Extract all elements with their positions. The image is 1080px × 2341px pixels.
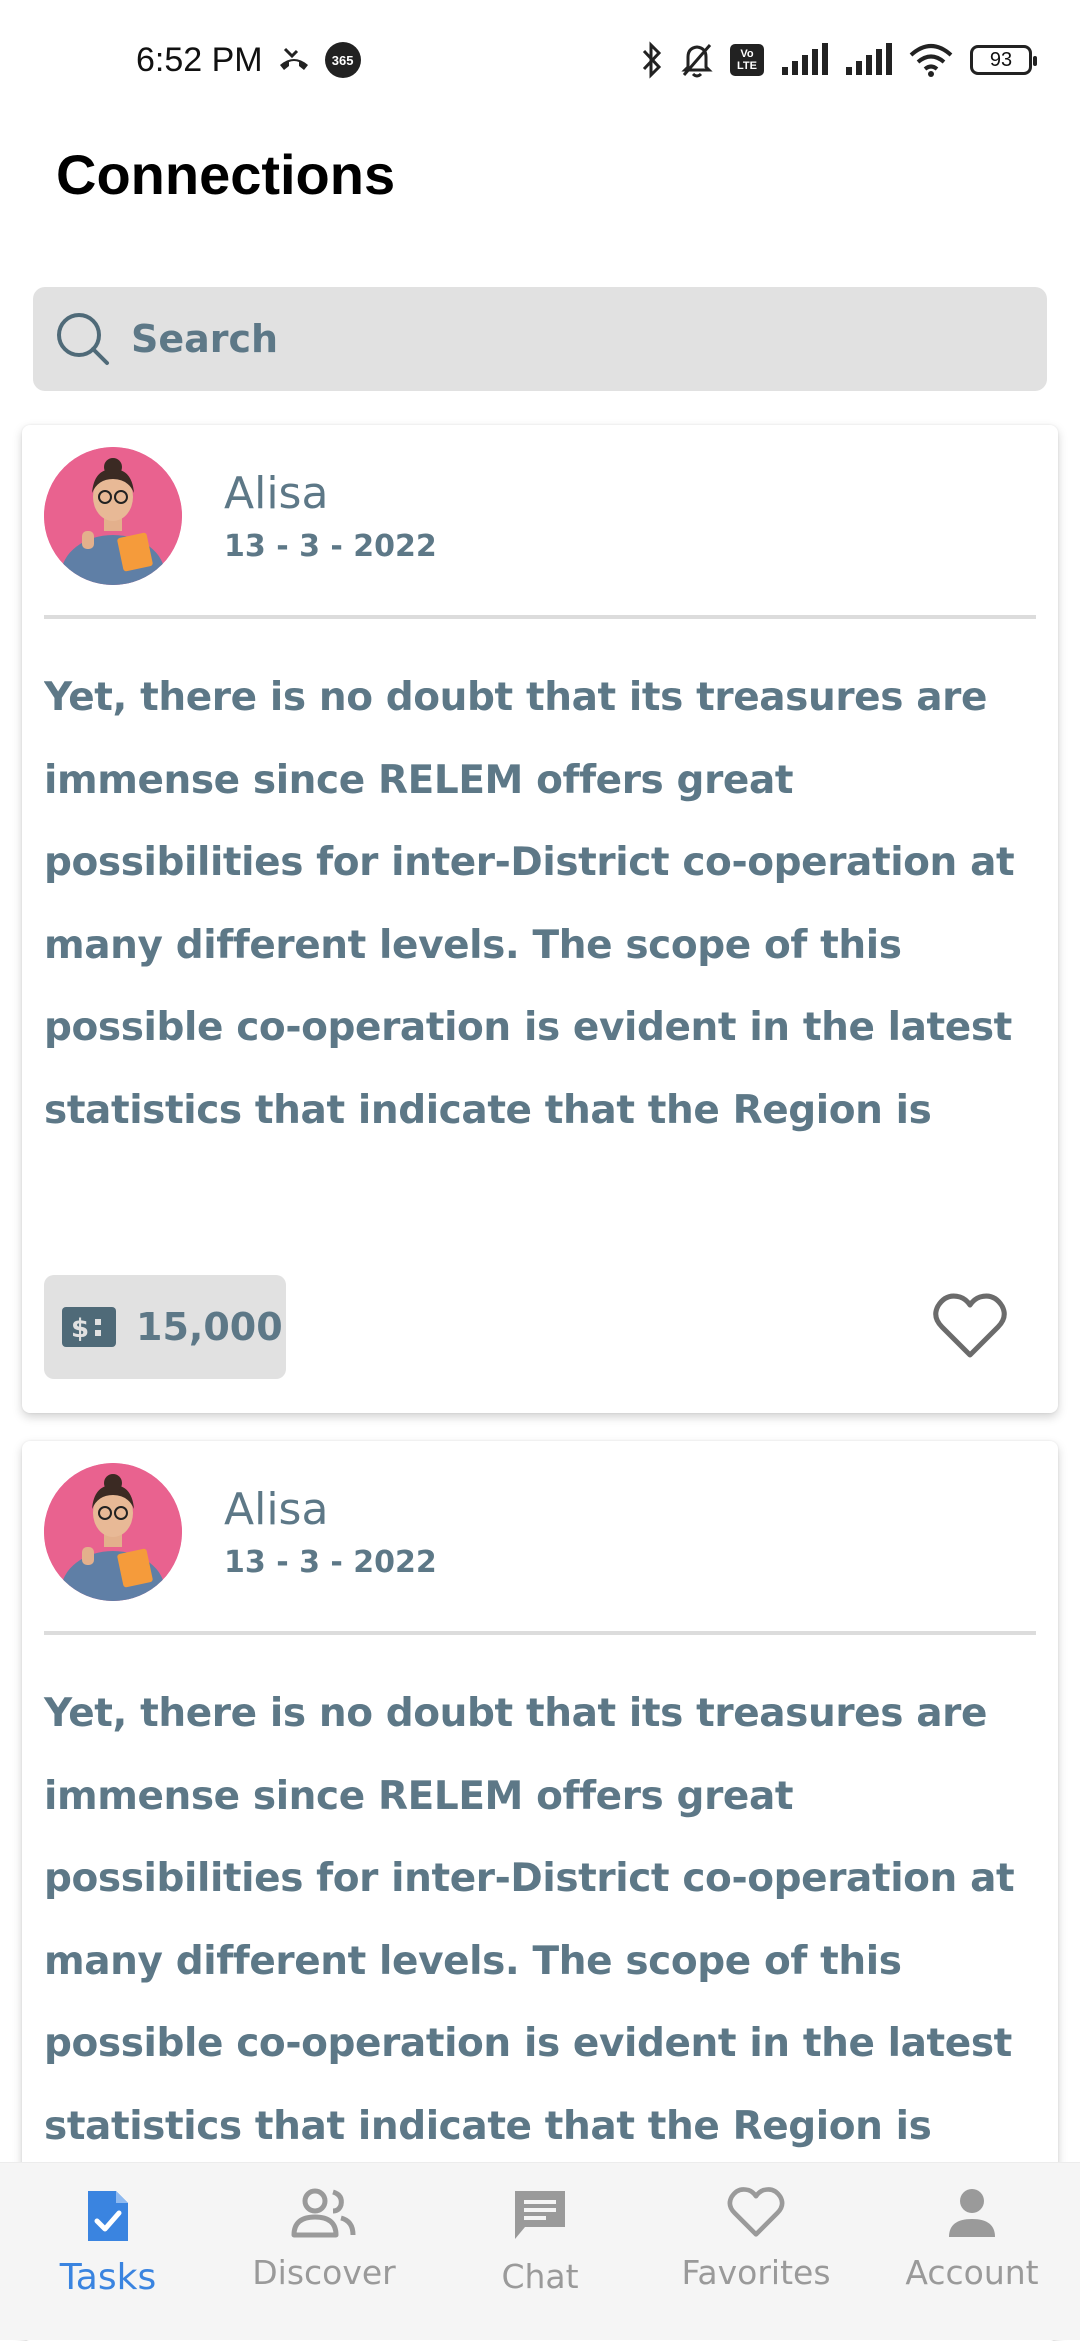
nav-label: Account: [905, 2253, 1039, 2292]
heart-icon: [727, 2187, 785, 2237]
post-card[interactable]: Alisa 13 - 3 - 2022 Yet, there is no dou…: [22, 425, 1058, 1413]
signal-icon: [780, 43, 828, 77]
user-meta: Alisa 13 - 3 - 2022: [224, 1484, 437, 1580]
post-date: 13 - 3 - 2022: [224, 1545, 437, 1580]
money-icon: $: [62, 1307, 116, 1347]
nav-label: Favorites: [681, 2253, 831, 2292]
divider: [44, 615, 1036, 619]
wifi-icon: [908, 43, 954, 77]
battery-icon: 93: [970, 45, 1037, 75]
status-bar: 6:52 PM 365 Vo LTE 93: [0, 0, 1080, 120]
nav-item-discover[interactable]: Discover: [216, 2163, 432, 2340]
status-left: 6:52 PM 365: [136, 41, 361, 80]
people-icon: [291, 2188, 356, 2238]
heart-icon: [933, 1293, 1007, 1358]
divider: [44, 1631, 1036, 1635]
volte-icon: Vo LTE: [730, 44, 764, 76]
svg-text:$: $: [71, 1314, 89, 1344]
signal-icon-2: [844, 43, 892, 77]
nav-label: Chat: [501, 2257, 579, 2296]
avatar[interactable]: [44, 447, 182, 585]
nav-label: Tasks: [59, 2257, 157, 2298]
missed-call-icon: [277, 45, 311, 75]
search-bar[interactable]: [33, 287, 1047, 391]
mute-icon: [680, 41, 714, 79]
person-icon: [949, 2189, 995, 2237]
chat-icon: [515, 2191, 565, 2239]
status-right: Vo LTE 93: [640, 41, 1037, 79]
nav-item-favorites[interactable]: Favorites: [648, 2163, 864, 2340]
page-title: Connections: [56, 143, 396, 206]
price-value: 15,000: [136, 1305, 283, 1349]
user-meta: Alisa 13 - 3 - 2022: [224, 468, 437, 564]
network-badge-icon: 365: [324, 42, 361, 78]
avatar[interactable]: [44, 1463, 182, 1601]
nav-item-account[interactable]: Account: [864, 2163, 1080, 2340]
bluetooth-icon: [640, 41, 664, 79]
bottom-nav: Tasks Discover Chat Favorites Account: [0, 2162, 1080, 2340]
post-date: 13 - 3 - 2022: [224, 529, 437, 564]
search-input[interactable]: [131, 317, 1011, 361]
nav-item-tasks[interactable]: Tasks: [0, 2163, 216, 2340]
nav-label: Discover: [252, 2253, 396, 2292]
favorite-button[interactable]: [930, 1287, 1010, 1367]
user-name[interactable]: Alisa: [224, 1484, 329, 1535]
nav-item-chat[interactable]: Chat: [432, 2163, 648, 2340]
status-time: 6:52 PM: [136, 40, 263, 79]
post-text: Yet, there is no doubt that its treasure…: [44, 675, 1015, 1133]
price-chip: $ 15,000: [44, 1275, 286, 1379]
post-header: Alisa 13 - 3 - 2022: [44, 447, 437, 585]
user-name[interactable]: Alisa: [224, 468, 329, 519]
search-icon: [53, 309, 113, 369]
post-header: Alisa 13 - 3 - 2022: [44, 1463, 437, 1601]
tasks-icon: [88, 2191, 128, 2241]
